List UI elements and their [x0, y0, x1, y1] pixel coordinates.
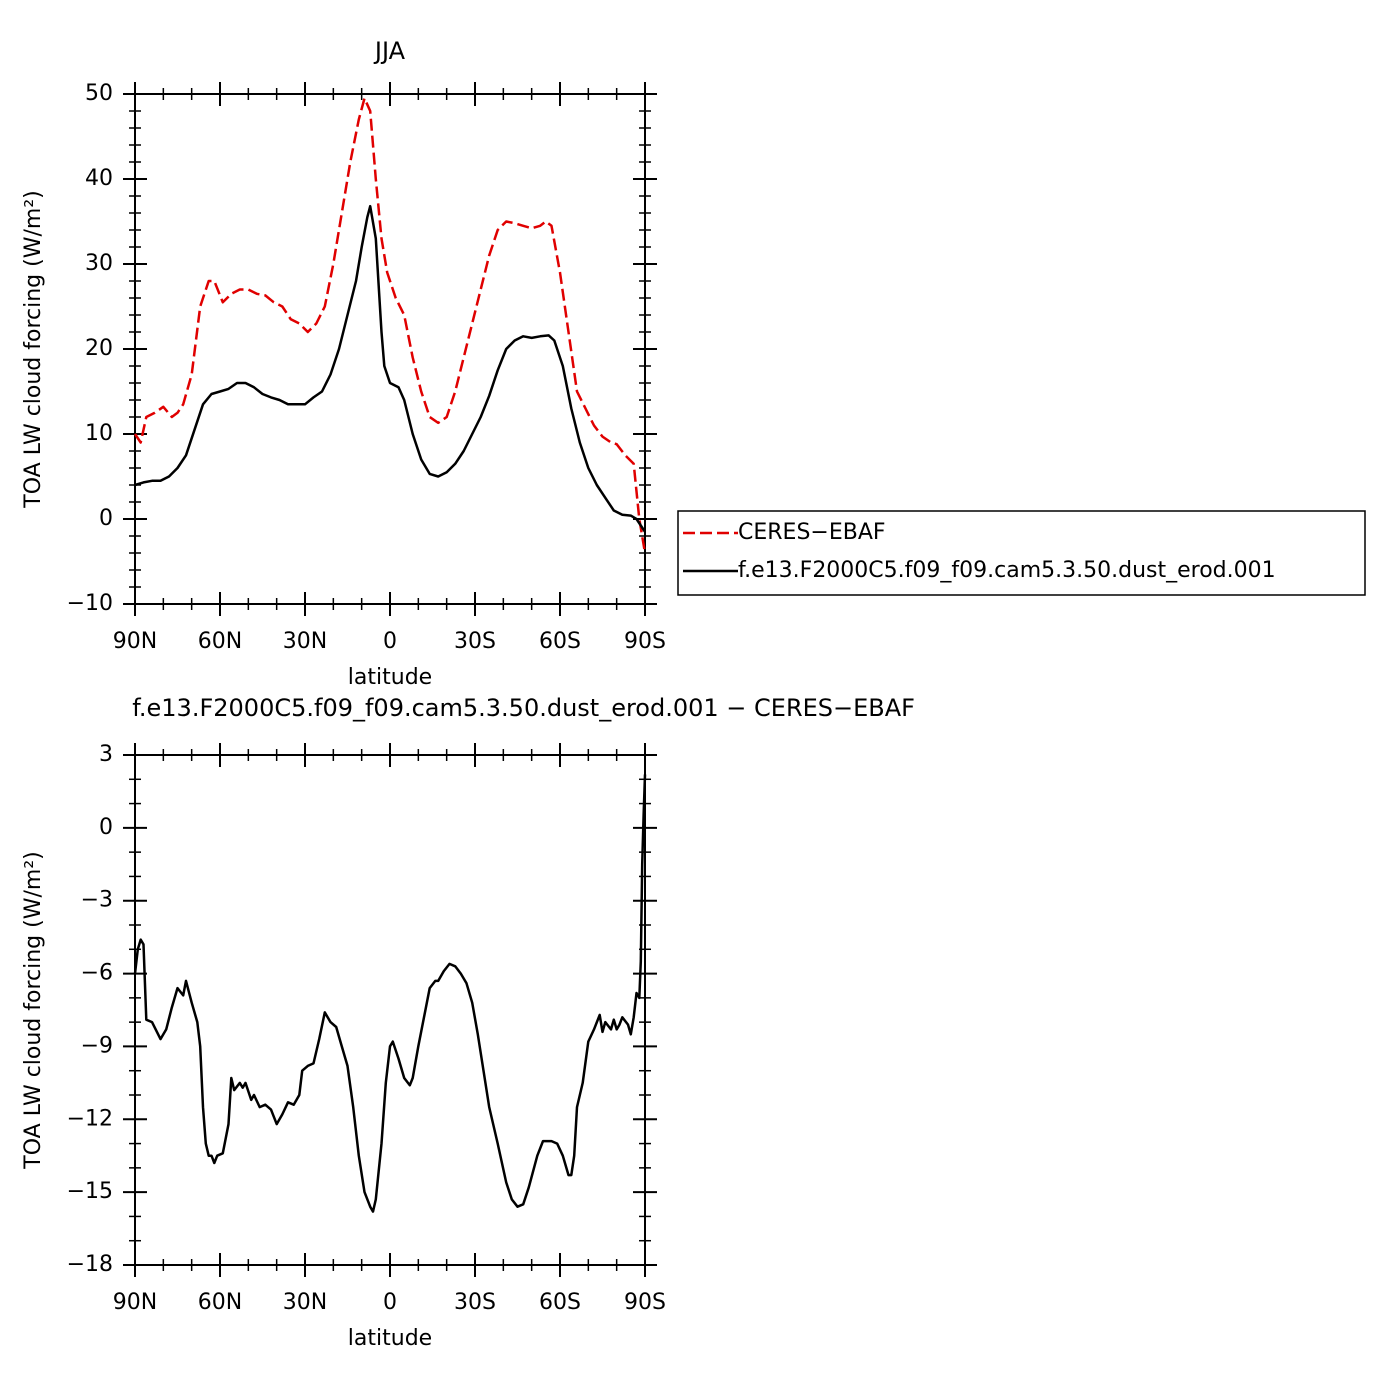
x-axis-label: latitude — [348, 665, 432, 690]
x-tick-label: 90N — [113, 1290, 157, 1315]
x-tick-label: 60N — [198, 629, 242, 654]
y-tick-label: −9 — [81, 1033, 113, 1058]
x-tick-label: 90S — [624, 1290, 666, 1315]
chart-title: f.e13.F2000C5.f09_f09.cam5.3.50.dust_ero… — [132, 694, 915, 722]
x-tick-label: 30S — [454, 629, 496, 654]
y-tick-label: −3 — [81, 888, 113, 913]
x-tick-label: 0 — [383, 1290, 397, 1315]
data-line — [133, 774, 647, 1213]
legend-box — [677, 510, 1366, 596]
legend-label: CERES−EBAF — [738, 520, 886, 545]
x-tick-label: 30N — [283, 629, 327, 654]
y-tick-label: 0 — [99, 815, 113, 840]
y-tick-label: 3 — [99, 742, 113, 767]
data-line — [134, 204, 647, 533]
y-tick-label: −6 — [81, 961, 113, 986]
y-tick-label: −12 — [67, 1106, 113, 1131]
x-tick-label: 0 — [383, 629, 397, 654]
y-tick-label: 50 — [85, 81, 113, 106]
y-tick-label: −18 — [67, 1252, 113, 1277]
x-tick-label: 30N — [283, 1290, 327, 1315]
chart-title: JJA — [373, 37, 406, 65]
y-tick-label: 40 — [85, 166, 113, 191]
y-tick-label: −15 — [67, 1179, 113, 1204]
y-tick-label: 0 — [99, 506, 113, 531]
x-tick-label: 90S — [624, 629, 666, 654]
x-tick-label: 30S — [454, 1290, 496, 1315]
data-line — [133, 97, 647, 554]
plot-frame — [134, 754, 646, 1266]
x-tick-label: 60N — [198, 1290, 242, 1315]
y-tick-label: 10 — [85, 421, 113, 446]
y-axis-label: TOA LW cloud forcing (W/m²) — [21, 190, 46, 508]
y-tick-label: 30 — [85, 251, 113, 276]
x-tick-label: 90N — [113, 629, 157, 654]
x-tick-label: 60S — [539, 1290, 581, 1315]
plot-frame — [134, 93, 646, 605]
x-tick-label: 60S — [539, 629, 581, 654]
y-tick-label: −10 — [67, 591, 113, 616]
y-tick-label: 20 — [85, 336, 113, 361]
x-axis-label: latitude — [348, 1326, 432, 1351]
legend-label: f.e13.F2000C5.f09_f09.cam5.3.50.dust_ero… — [738, 558, 1276, 583]
y-axis-label: TOA LW cloud forcing (W/m²) — [21, 851, 46, 1169]
